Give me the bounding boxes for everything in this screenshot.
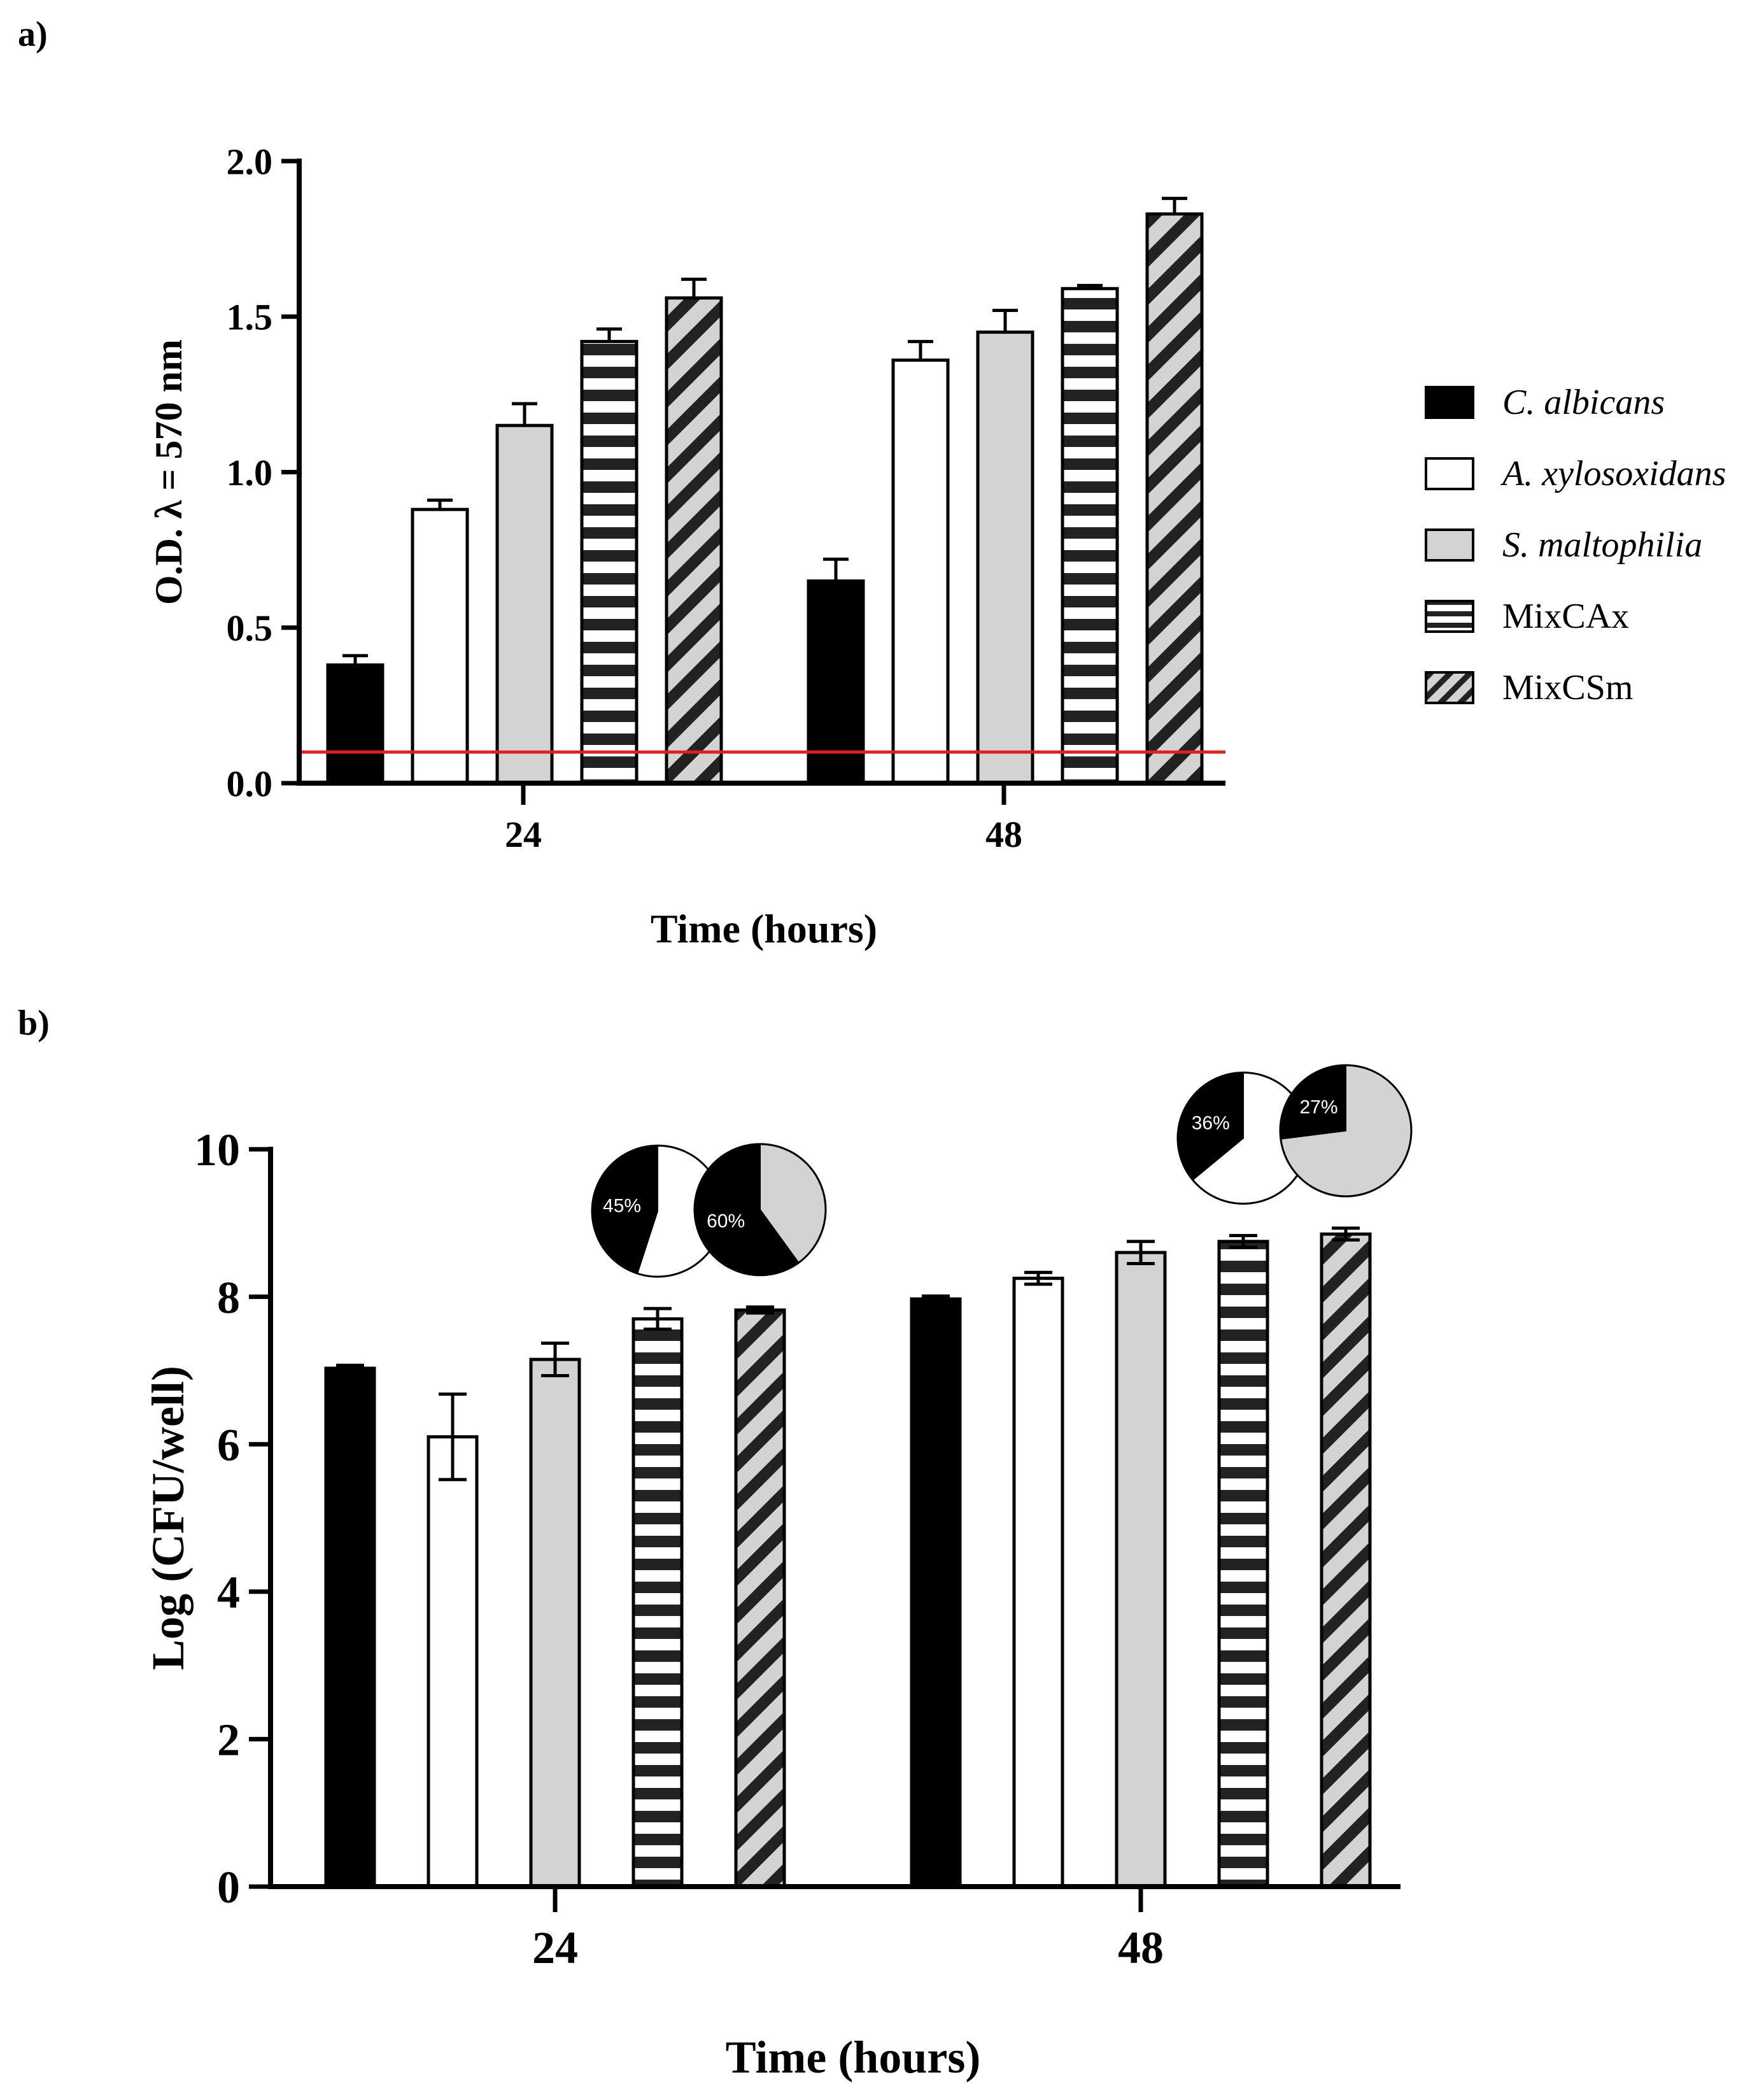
pie-label: 45% (603, 1195, 641, 1216)
chart-panel-a: 0.0 0.5 1.0 1.5 2.0 24 48 Time (hours) O.D. λ… (148, 141, 1225, 951)
y-tick-label: 6 (217, 1419, 240, 1470)
y-tick-label: 8 (217, 1272, 240, 1323)
x-tick-label: 48 (1118, 1922, 1164, 1973)
legend-item-s-maltophilia: S. maltophilia (1425, 525, 1702, 565)
x-tick-label: 24 (532, 1922, 578, 1973)
x-axis-title: Time (hours) (726, 2032, 981, 2083)
y-tick-label: 0 (217, 1862, 240, 1913)
bar-a-xylosoxidans-48 (1012, 1277, 1064, 1889)
bar-s-maltophilia-24 (529, 1357, 581, 1889)
y-tick-label: 1.5 (227, 297, 273, 338)
y-tick-label: 4 (217, 1567, 240, 1618)
bar-s-maltophilia-48 (976, 330, 1034, 785)
bar-a-xylosoxidans-24 (427, 1435, 479, 1889)
legend-swatch (1425, 386, 1474, 419)
pie-label: 60% (707, 1210, 745, 1231)
bar-mixcax-24 (580, 339, 639, 785)
legend-label: C. albicans (1502, 383, 1665, 422)
bar-s-maltophilia-48 (1115, 1251, 1167, 1889)
legend-item-a-xylosoxidans: A. xylosoxidans (1425, 454, 1726, 493)
legend-label: S. maltophilia (1502, 525, 1702, 565)
y-axis-title: Log (CFU/well) (143, 1366, 194, 1670)
y-axis-title: O.D. λ = 570 nm (148, 339, 190, 605)
legend-swatch (1425, 671, 1474, 704)
bar-mixcax-24 (632, 1317, 684, 1889)
legend-item-c-albicans: C. albicans (1425, 383, 1665, 422)
bar-a-xylosoxidans-24 (411, 507, 469, 785)
pie-mixcax-24: 45% (591, 1144, 724, 1278)
pie-slice-c-albicans (591, 1145, 658, 1275)
x-tick-label: 24 (505, 814, 542, 855)
x-tick-label: 48 (985, 814, 1022, 855)
y-tick-label: 10 (194, 1124, 240, 1175)
y-tick-label: 2 (217, 1715, 240, 1766)
bar-a-xylosoxidans-48 (891, 358, 950, 785)
legend-label: MixCSm (1502, 668, 1633, 707)
bar-c-albicans-24 (326, 663, 385, 785)
bar-mixcsm-48 (1320, 1232, 1372, 1889)
legend-item-mixcax: MixCAx (1425, 597, 1629, 636)
bar-s-maltophilia-24 (495, 423, 554, 785)
y-tick-label: 2.0 (227, 141, 273, 182)
y-tick-label: 1.0 (227, 452, 273, 493)
pie-label: 36% (1192, 1112, 1230, 1133)
bar-c-albicans-48 (807, 579, 865, 785)
x-axis-title: Time (hours) (651, 906, 877, 951)
pie-mixcsm-48: 27% (1279, 1064, 1413, 1198)
legend-label: MixCAx (1502, 597, 1629, 636)
panel-a-label: a) (18, 15, 48, 54)
pie-mixcax-48: 36% (1176, 1071, 1310, 1205)
legend-swatch (1425, 457, 1474, 490)
bar-mixcax-48 (1061, 287, 1119, 785)
pie-mixcsm-24: 60% (693, 1143, 827, 1277)
legend-swatch (1425, 528, 1474, 562)
bar-mixcsm-24 (665, 296, 723, 785)
pie-slice-c-albicans (694, 1143, 800, 1276)
panel-b-label: b) (18, 1003, 50, 1043)
pie-label: 27% (1299, 1096, 1337, 1117)
legend-label: A. xylosoxidans (1500, 454, 1726, 493)
pie-slice-c-albicans (1177, 1072, 1244, 1181)
bar-c-albicans-24 (324, 1366, 376, 1889)
bar-mixcax-48 (1217, 1240, 1269, 1889)
bar-mixcsm-24 (734, 1308, 786, 1889)
legend-swatch (1425, 600, 1474, 633)
y-tick-label: 0.5 (227, 607, 273, 649)
bar-c-albicans-48 (910, 1297, 962, 1889)
legend-item-mixcsm: MixCSm (1425, 668, 1633, 707)
y-tick-label: 0.0 (227, 763, 273, 804)
pie-slice-c-albicans (1280, 1064, 1346, 1140)
legend: C. albicans A. xylosoxidans S. maltophilia… (1425, 383, 1726, 707)
bar-mixcsm-48 (1145, 212, 1204, 785)
